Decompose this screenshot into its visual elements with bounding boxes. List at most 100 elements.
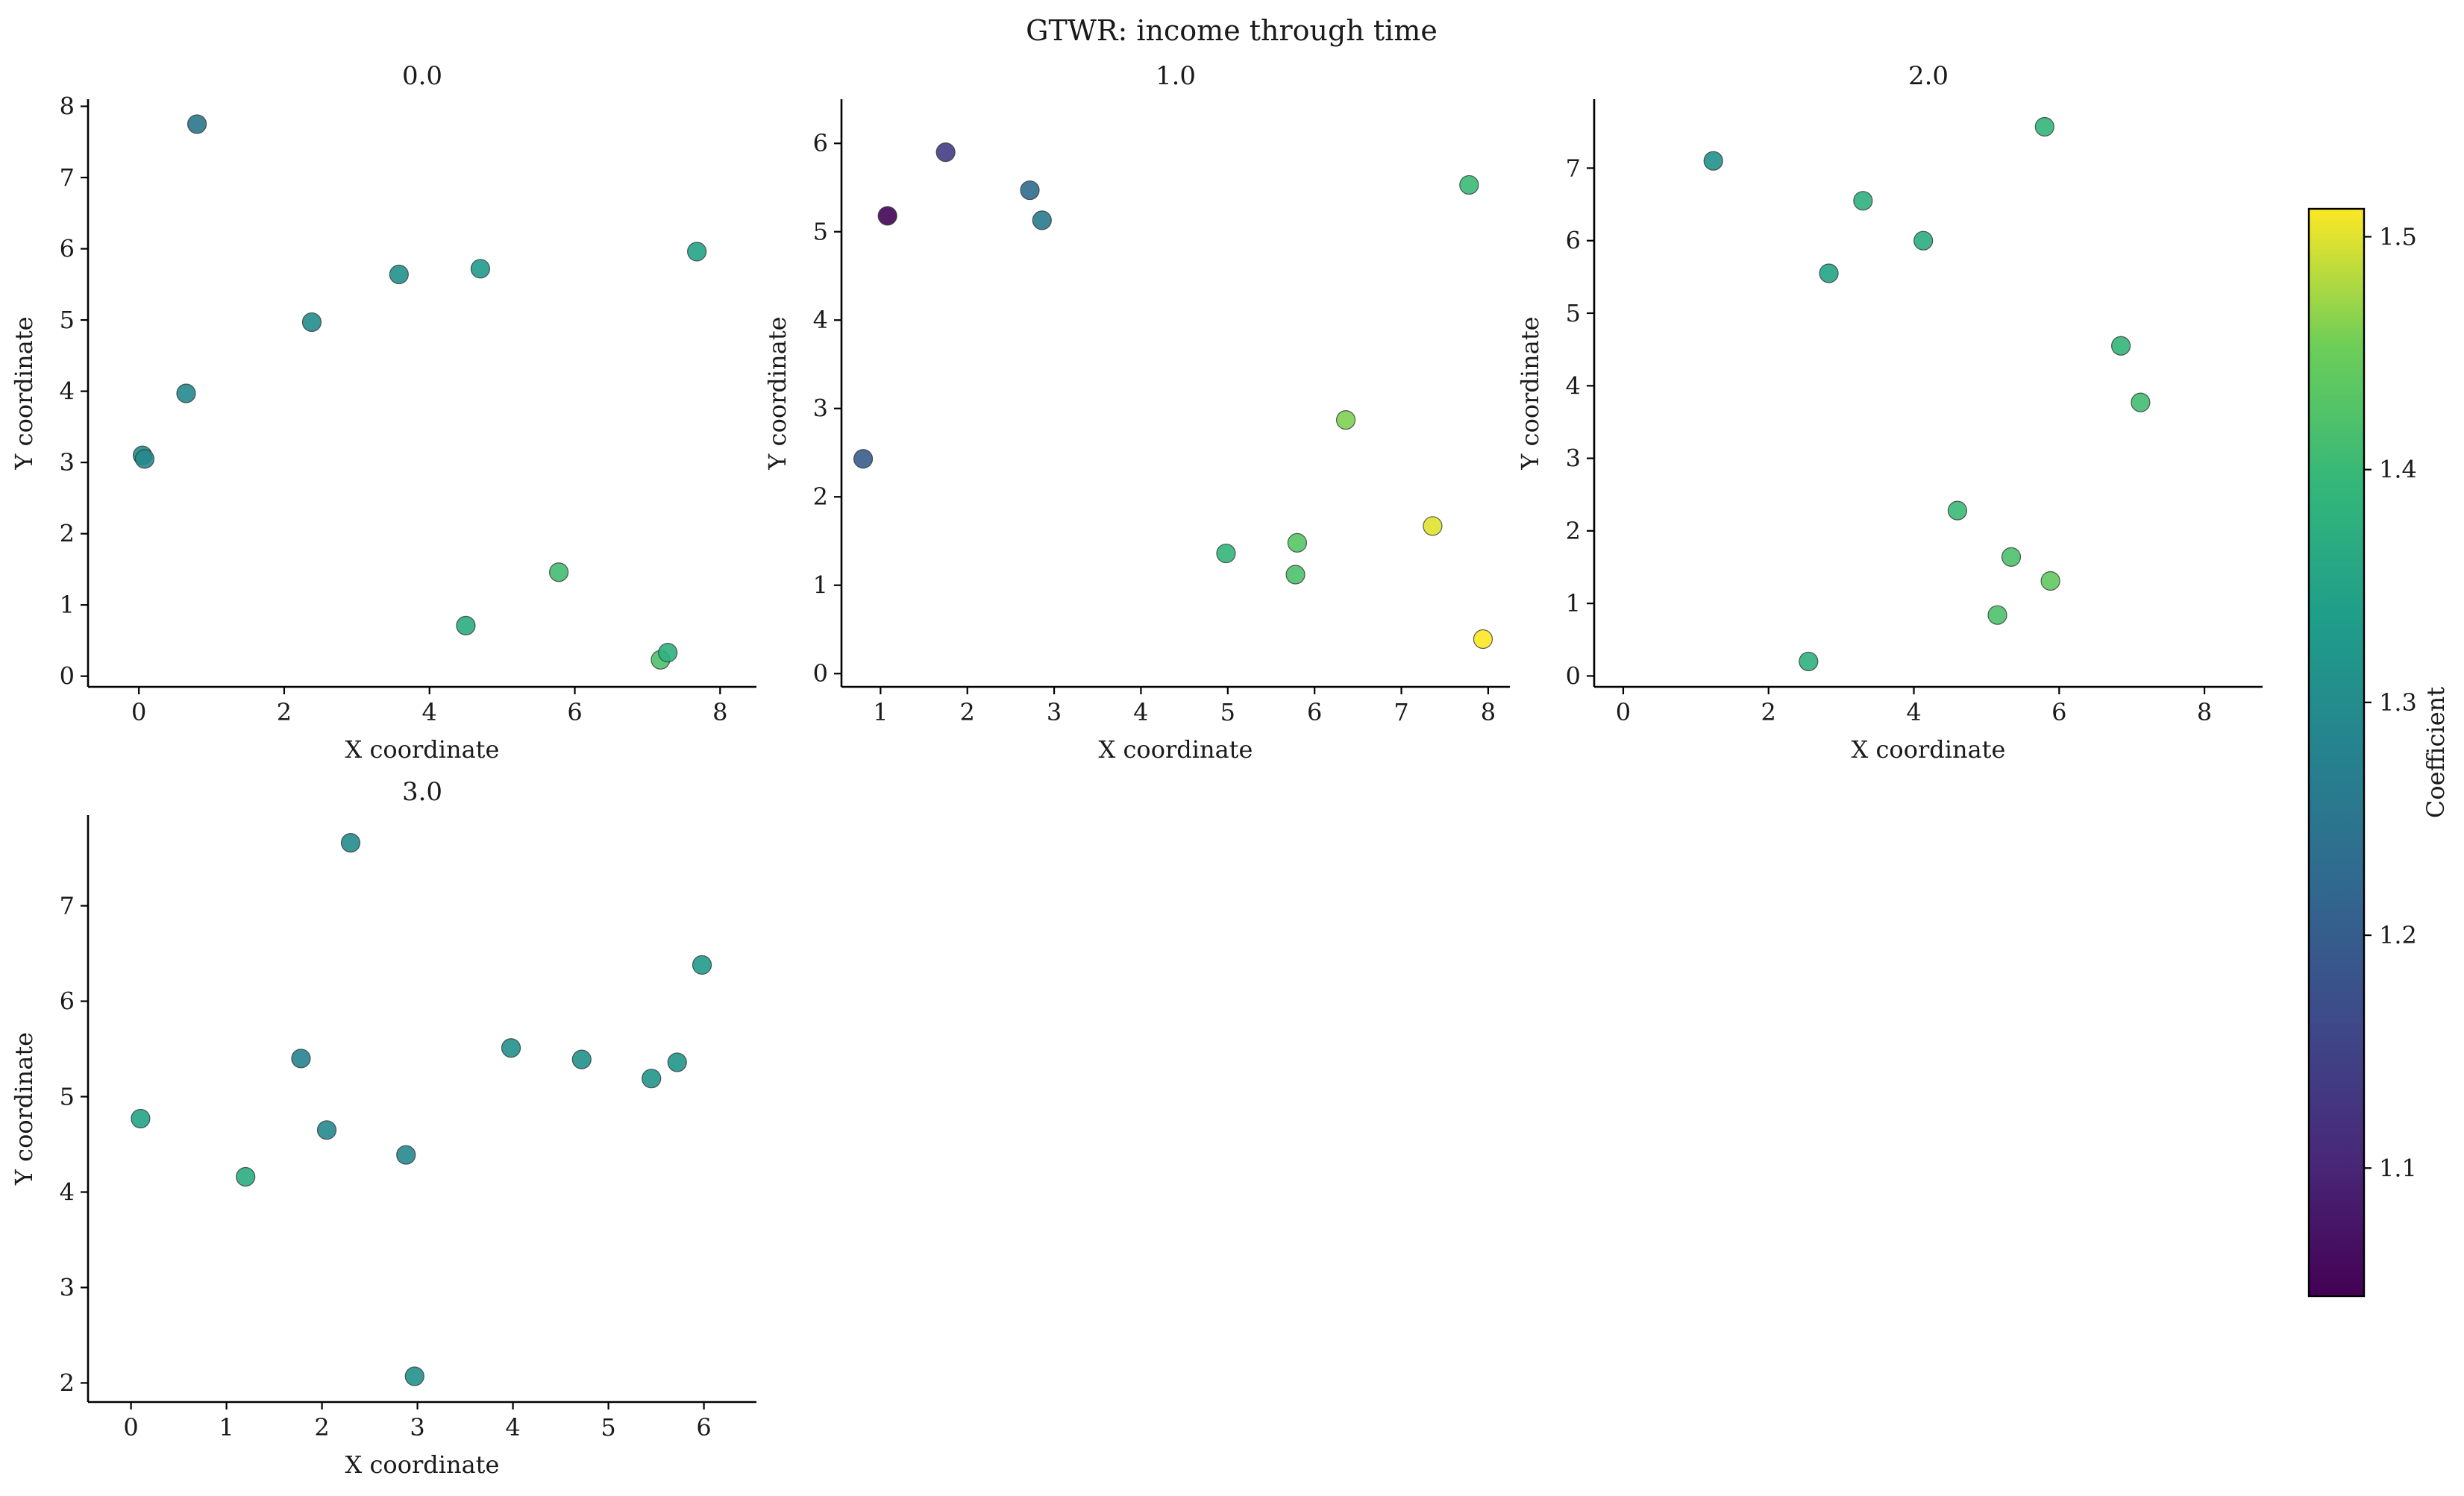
panel-2: 2.0 0 2 4 6 8 0 1 2 3 4 5 6 7 X coordinate Y coordinate bbox=[1516, 61, 2263, 764]
y-tick-label: 7 bbox=[60, 892, 75, 920]
data-point bbox=[935, 142, 956, 163]
x-tick-label: 6 bbox=[1307, 698, 1322, 726]
x-tick-label: 4 bbox=[422, 698, 437, 726]
data-point bbox=[501, 1038, 521, 1058]
x-tick-label: 4 bbox=[1906, 698, 1921, 726]
y-tick-label: 0 bbox=[60, 662, 75, 691]
x-tick-label: 3 bbox=[410, 1413, 424, 1442]
data-point bbox=[1703, 151, 1723, 171]
y-tick-label: 5 bbox=[1566, 299, 1581, 327]
x-tick-label: 6 bbox=[567, 698, 582, 726]
y-tick-label: 1 bbox=[1566, 589, 1581, 617]
y-tick-label: 0 bbox=[1566, 661, 1581, 690]
x-tick-label: 1 bbox=[873, 698, 888, 726]
data-point bbox=[1947, 500, 1968, 521]
x-axis-label: X coordinate bbox=[345, 735, 500, 764]
x-tick-label: 5 bbox=[1220, 698, 1235, 726]
y-tick-label: 2 bbox=[60, 520, 75, 548]
data-point bbox=[2034, 116, 2054, 137]
data-point bbox=[470, 259, 491, 279]
y-tick-label: 7 bbox=[60, 163, 75, 192]
data-point bbox=[2110, 336, 2131, 356]
data-point bbox=[131, 1108, 151, 1129]
data-point bbox=[658, 643, 678, 663]
colorbar-gradient bbox=[2307, 207, 2366, 1298]
y-tick-label: 6 bbox=[813, 129, 828, 157]
data-point bbox=[134, 449, 155, 469]
panel-title: 0.0 bbox=[402, 61, 442, 91]
data-point bbox=[1987, 605, 2007, 625]
x-tick-label: 3 bbox=[1047, 698, 1062, 726]
colorbar-tick-label: 1.2 bbox=[2379, 921, 2417, 949]
colorbar-tick-label: 1.4 bbox=[2379, 456, 2417, 484]
data-point bbox=[1819, 263, 1839, 283]
colorbar-tick-label: 1.1 bbox=[2379, 1154, 2417, 1182]
data-point bbox=[2001, 547, 2022, 567]
x-tick-label: 2 bbox=[1761, 698, 1776, 726]
y-tick-label: 3 bbox=[813, 395, 828, 423]
y-tick-label: 6 bbox=[1566, 227, 1581, 255]
colorbar-tick-label: 1.3 bbox=[2379, 688, 2417, 717]
x-tick-label: 8 bbox=[2197, 698, 2212, 726]
colorbar-tick-label: 1.5 bbox=[2379, 222, 2417, 251]
y-tick-label: 4 bbox=[60, 377, 75, 406]
data-point bbox=[1853, 191, 1873, 211]
y-tick-label: 1 bbox=[60, 591, 75, 619]
panel-3: 3.0 0 1 2 3 4 5 6 2 3 4 5 6 7 X coordinate Y coordinate bbox=[10, 777, 756, 1479]
data-point bbox=[301, 312, 322, 333]
data-point bbox=[1216, 543, 1236, 564]
x-axis-label: X coordinate bbox=[345, 1451, 500, 1479]
data-point bbox=[1459, 175, 1479, 195]
x-tick-label: 0 bbox=[123, 1413, 138, 1442]
x-tick-label: 1 bbox=[219, 1413, 233, 1442]
data-point bbox=[642, 1069, 662, 1089]
data-point bbox=[853, 449, 874, 469]
x-tick-label: 6 bbox=[696, 1413, 711, 1442]
data-point bbox=[1799, 651, 1819, 672]
x-tick-label: 4 bbox=[505, 1413, 520, 1442]
y-tick-label: 4 bbox=[60, 1178, 75, 1206]
y-tick-label: 4 bbox=[813, 306, 828, 334]
panels: 0.0 0 2 4 6 8 0 1 2 3 4 5 6 7 8 X coordinate Y coordinat… bbox=[10, 61, 2263, 1479]
y-tick-label: 1 bbox=[813, 571, 828, 600]
panel-0: 0.0 0 2 4 6 8 0 1 2 3 4 5 6 7 8 X coordinate Y coordinat… bbox=[10, 61, 756, 764]
y-tick-label: 8 bbox=[60, 92, 75, 121]
x-axis-label: X coordinate bbox=[1099, 735, 1253, 764]
y-tick-label: 7 bbox=[1566, 154, 1581, 182]
figure-title: GTWR: income through time bbox=[1026, 14, 1438, 47]
data-point bbox=[2040, 571, 2060, 591]
y-tick-label: 3 bbox=[1566, 444, 1581, 473]
x-tick-label: 6 bbox=[2051, 698, 2066, 726]
data-point bbox=[389, 264, 409, 285]
x-axis-label: X coordinate bbox=[1852, 735, 2006, 764]
data-point bbox=[571, 1049, 592, 1069]
data-point bbox=[186, 114, 207, 134]
x-tick-label: 5 bbox=[601, 1413, 615, 1442]
x-tick-label: 8 bbox=[712, 698, 727, 726]
panel-1: 1.0 1 2 3 4 5 6 7 8 0 1 2 3 4 5 6 X coordinate Y coordina… bbox=[763, 61, 1510, 764]
data-point bbox=[877, 206, 897, 226]
data-point bbox=[1287, 532, 1308, 553]
data-point bbox=[1335, 410, 1356, 430]
data-point bbox=[1473, 629, 1493, 650]
data-point bbox=[1020, 180, 1040, 201]
y-tick-label: 3 bbox=[60, 1273, 75, 1301]
panel-title: 2.0 bbox=[1908, 61, 1949, 91]
x-tick-label: 0 bbox=[1616, 698, 1631, 726]
y-tick-label: 4 bbox=[1566, 371, 1581, 400]
data-point bbox=[456, 615, 476, 635]
colorbar-label: Coefficient bbox=[2421, 687, 2450, 818]
y-axis-label: Y coordinate bbox=[10, 1032, 38, 1186]
y-tick-label: 2 bbox=[1566, 517, 1581, 545]
data-point bbox=[340, 833, 361, 853]
data-point bbox=[236, 1166, 256, 1187]
data-point bbox=[1285, 565, 1305, 585]
data-point bbox=[291, 1049, 311, 1069]
y-tick-label: 3 bbox=[60, 448, 75, 477]
data-point bbox=[396, 1145, 416, 1165]
y-tick-label: 6 bbox=[60, 987, 75, 1016]
data-point bbox=[404, 1366, 424, 1386]
panel-title: 1.0 bbox=[1156, 61, 1196, 91]
x-tick-label: 0 bbox=[131, 698, 146, 726]
y-tick-label: 5 bbox=[60, 306, 75, 334]
